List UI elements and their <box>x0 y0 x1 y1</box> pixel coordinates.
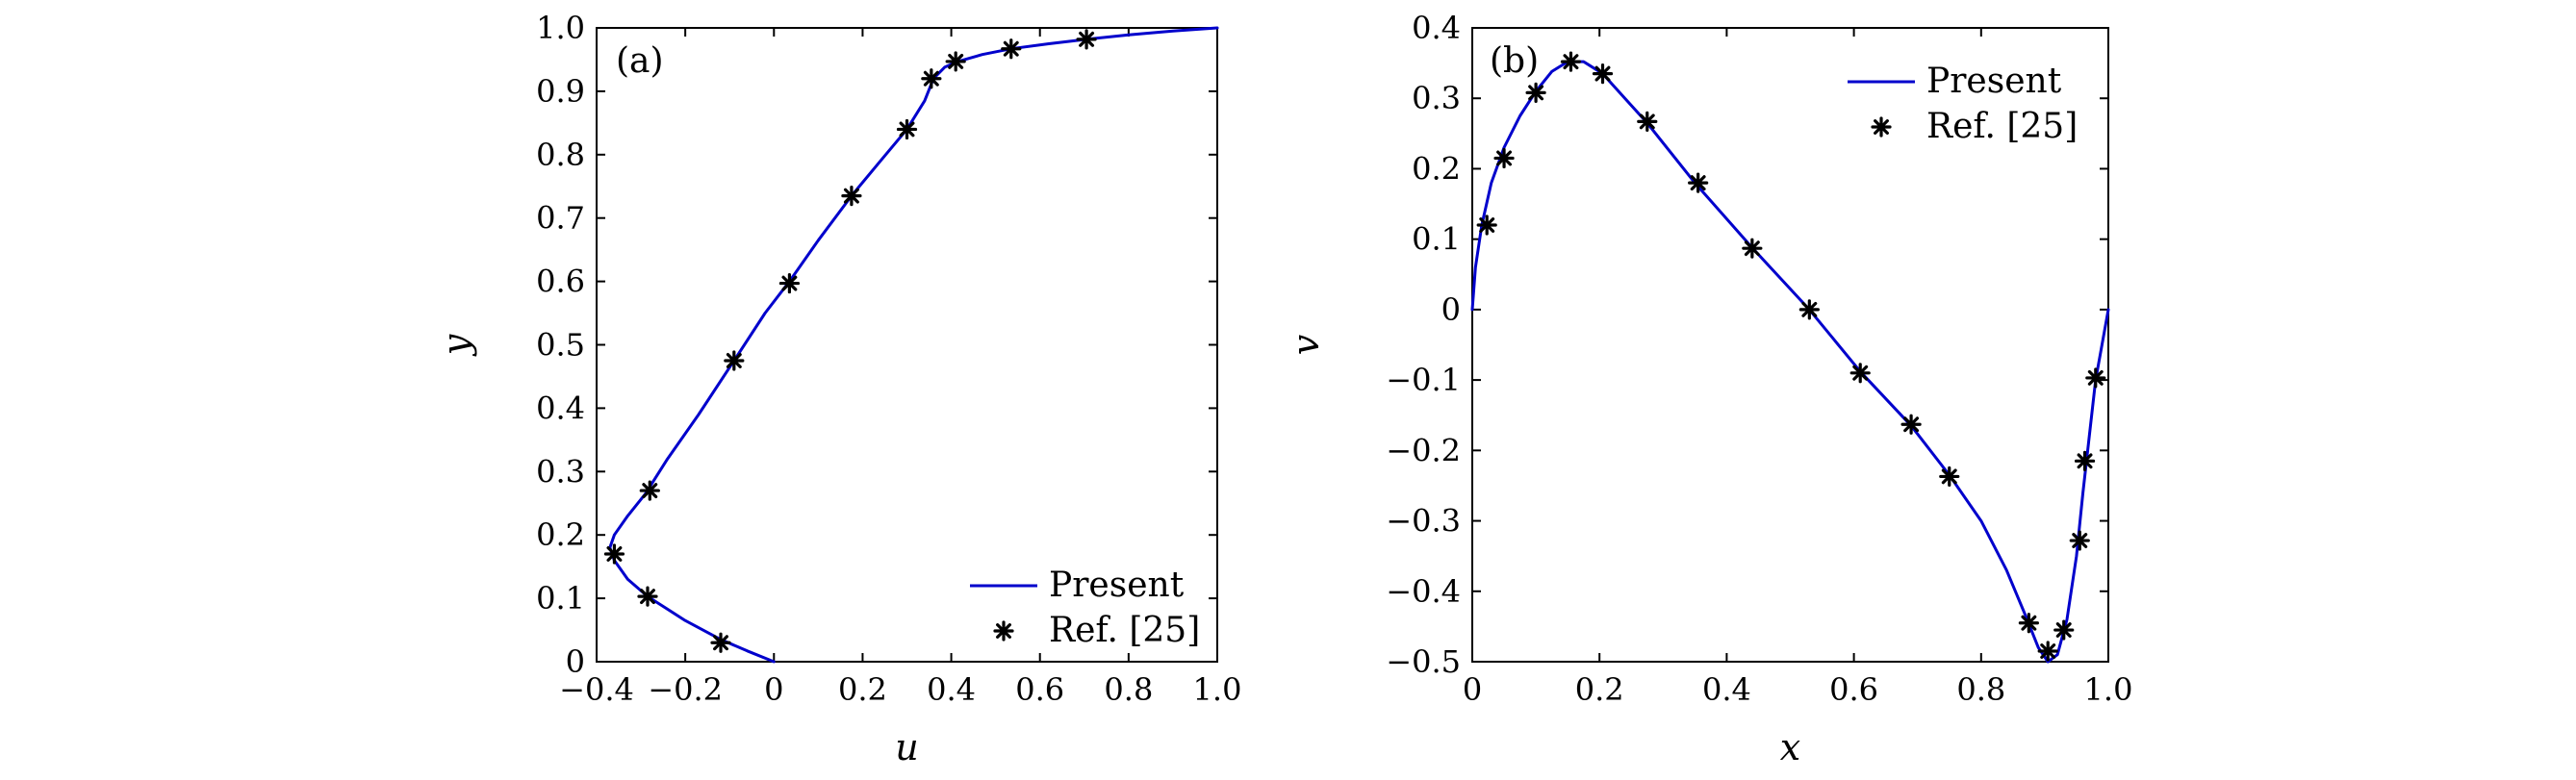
panel-b-y-tick-label: −0.2 <box>1386 432 1461 468</box>
panel-a-y-tick-label: 0.4 <box>536 390 585 426</box>
panel-b-ref-point <box>2053 619 2075 641</box>
panel-a-y-tick-label: 0.2 <box>536 516 585 553</box>
panel-b-y-tick-label: −0.5 <box>1386 643 1461 680</box>
panel-a-legend-label: Present <box>1049 566 1185 605</box>
panel-b-plot-frame <box>1471 27 2109 663</box>
panel-b-y-tick-label: 0.1 <box>1412 221 1461 258</box>
panel-b-x-tick-label: 1.0 <box>2084 671 2133 708</box>
panel-b-chart: 0 0.2 0.4 0.6 0.8 1.0 −0.5 −0.4 −0.3 −0.2 −0.1 0 0.1… <box>1285 10 2132 768</box>
panel-a-x-tick-label: 0.8 <box>1104 671 1153 708</box>
panel-a-y-tick-label: 0.1 <box>536 580 585 616</box>
panel-a-legend-marker-swatch <box>993 620 1014 642</box>
panel-b-ref-point <box>2069 530 2090 551</box>
panel-b-x-tick-label: 0.8 <box>1956 671 2005 708</box>
panel-b-ref-point <box>1525 82 1546 103</box>
panel-a-chart: −0.4 −0.2 0 0.2 0.4 0.6 0.8 1.0 0 0.1 0.2 0.3 0.4 0.5… <box>435 10 1241 768</box>
panel-a-y-tick-label: 0.3 <box>536 453 585 490</box>
panel-b-y-tick-label: −0.1 <box>1386 362 1461 398</box>
panel-a-ref-point <box>1001 38 1022 60</box>
panel-a-x-tick-label: −0.2 <box>648 671 723 708</box>
panel-b-x-tick-label: 0.2 <box>1575 671 1624 708</box>
panel-a-x-tick-label: −0.4 <box>559 671 634 708</box>
panel-b-x-tick-label: 0.6 <box>1829 671 1878 708</box>
panel-b-y-tick-label: 0.3 <box>1412 80 1461 116</box>
panel-b-ref-point <box>2074 450 2096 471</box>
panel-b-series-present-line <box>1470 60 2110 664</box>
panel-b-ref-point <box>1939 465 1960 488</box>
panel-a-y-tick-label: 0.5 <box>536 327 585 364</box>
panel-a-y-tick-label: 1.0 <box>536 10 585 46</box>
panel-b-x-tick-label: 0.4 <box>1702 671 1751 708</box>
panel-a-x-tick-label: 0.2 <box>838 671 887 708</box>
panel-b-x-axis-label: x <box>1780 726 1800 768</box>
panel-b-ref-point <box>1849 363 1871 384</box>
panel-b-ref-point <box>1798 299 1820 320</box>
panel-b-ref-point <box>1637 111 1658 132</box>
panel-a-x-axis-label: u <box>895 726 918 768</box>
panel-a-y-tick-label: 0.9 <box>536 73 585 110</box>
panel-b-ref-point <box>1560 51 1582 72</box>
panel-a-ref-point <box>1076 29 1097 50</box>
panel-a-label: (a) <box>616 41 664 81</box>
panel-b-ref-point <box>1688 172 1709 193</box>
panel-b-ref-point <box>2018 613 2039 634</box>
panel-b-ref-point <box>1742 238 1763 259</box>
panel-b-y-tick-label: 0 <box>1441 291 1461 328</box>
panel-a-ref-point <box>945 51 966 72</box>
panel-b-x-tick-label: 0 <box>1463 671 1482 708</box>
panel-a-y-tick-label: 0.8 <box>536 137 585 173</box>
panel-a-y-axis-label: y <box>435 334 477 357</box>
panel-b-ref-point <box>1493 147 1515 169</box>
panel-b-ref-point <box>1900 414 1922 435</box>
panel-a-ref-point <box>603 543 625 565</box>
panel-b-y-tick-label: 0.4 <box>1412 10 1461 46</box>
panel-a-y-tick-label: 0 <box>566 643 585 680</box>
panel-a-x-tick-label: 1.0 <box>1193 671 1242 708</box>
panel-b-ref-point <box>2085 367 2106 389</box>
panel-a-x-tick-label: 0 <box>764 671 783 708</box>
panel-a-ref-point <box>778 272 801 294</box>
panel-a-ref-point <box>841 186 862 207</box>
panel-b-y-tick-label: 0.2 <box>1412 150 1461 187</box>
panel-a-ref-point <box>639 480 660 501</box>
panel-a-ref-point <box>710 632 731 653</box>
panel-b-legend-marker-swatch <box>1871 116 1892 138</box>
panel-b-ref-point <box>1592 63 1614 85</box>
panel-b-ref-point <box>1476 214 1497 236</box>
panel-b-y-tick-label: −0.4 <box>1386 573 1461 610</box>
panel-a-ref-point <box>637 586 658 607</box>
panel-a-y-tick-label: 0.7 <box>536 200 585 237</box>
panel-b-y-tick-label: −0.3 <box>1386 503 1461 540</box>
panel-a-y-tick-label: 0.6 <box>536 264 585 300</box>
panel-b-legend-label: Present <box>1926 62 2062 101</box>
panel-a-x-tick-label: 0.6 <box>1015 671 1064 708</box>
panel-a-ref-point <box>921 68 942 89</box>
panel-b-ref-point <box>2037 641 2058 662</box>
panel-a-ref-point <box>724 350 745 371</box>
panel-b-y-axis-label: v <box>1285 334 1327 355</box>
panel-b-legend-label: Ref. [25] <box>1926 107 2078 146</box>
panel-a-x-tick-label: 0.4 <box>927 671 976 708</box>
panel-a-legend-label: Ref. [25] <box>1049 611 1200 650</box>
panel-a-ref-point <box>896 118 918 140</box>
panel-b-label: (b) <box>1490 41 1539 81</box>
